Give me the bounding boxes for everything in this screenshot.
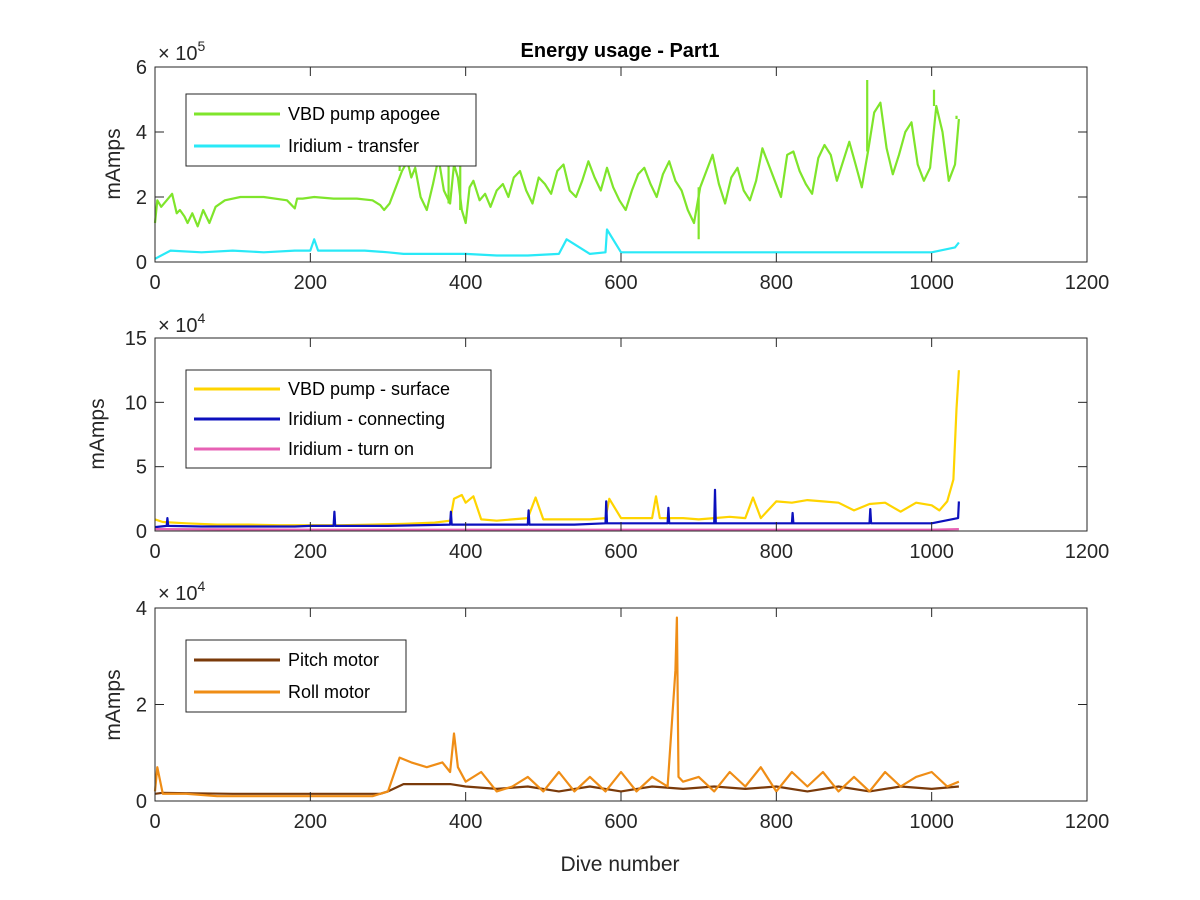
y-axis-label: mAmps	[86, 398, 109, 469]
series-line-vbd-pump-surface	[154, 370, 960, 527]
legend-box	[185, 93, 477, 167]
legend-label-vbd-pump-surface: VBD pump - surface	[288, 379, 450, 399]
series-line-iridium-turn-on	[154, 527, 959, 531]
series-line-iridium-connecting	[154, 488, 960, 529]
y-axis-label: mAmps	[102, 128, 125, 199]
y-tick-label: 2	[136, 187, 147, 209]
x-tick-label: 1200	[1065, 811, 1110, 833]
series-group	[153, 80, 960, 260]
y-exponent-label: × 104	[158, 578, 205, 605]
x-tick-label: 800	[760, 272, 793, 294]
legend-box	[185, 639, 407, 713]
series-line-roll-motor	[153, 616, 960, 798]
x-tick-label: 400	[449, 811, 482, 833]
legend-label-iridium-connecting: Iridium - connecting	[288, 409, 445, 429]
y-tick-label: 15	[125, 328, 147, 350]
series-line-vbd-pump-apogee	[153, 101, 960, 228]
y-tick-label: 10	[125, 392, 147, 414]
x-tick-label: 600	[604, 811, 637, 833]
x-tick-label: 0	[149, 811, 160, 833]
series-group	[153, 616, 960, 798]
legend-label-pitch-motor: Pitch motor	[288, 650, 379, 670]
x-axis-label: Dive number	[560, 853, 679, 876]
legend: VBD pump - surface Iridium - connecting Ir…	[185, 369, 492, 469]
chart-title: Energy usage - Part1	[521, 40, 720, 62]
legend: Pitch motor Roll motor	[185, 639, 407, 713]
x-tick-label: 0	[149, 541, 160, 563]
x-tick-label: 1200	[1065, 272, 1110, 294]
legend-label-iridium-turn-on: Iridium - turn on	[288, 439, 414, 459]
subplot-vbd-surface-iridium-connecting: × 104 mAmps 0 200 400 600 800 1000 1200 0 5 10 15 V…	[86, 310, 1109, 563]
x-tick-label: 400	[449, 541, 482, 563]
series-line-pitch-motor	[154, 782, 959, 795]
y-tick-label: 0	[136, 252, 147, 274]
y-tick-label: 6	[136, 57, 147, 79]
series-line-iridium-transfer	[154, 228, 960, 260]
x-tick-label: 600	[604, 272, 637, 294]
x-tick-label: 200	[294, 541, 327, 563]
x-tick-label: 1200	[1065, 541, 1110, 563]
x-tick-label: 0	[149, 272, 160, 294]
x-tick-label: 1000	[909, 811, 954, 833]
x-tick-label: 1000	[909, 272, 954, 294]
subplot-pitch-roll-motor: × 104 mAmps Dive number 0 200 400 600 800 100…	[102, 578, 1109, 876]
y-tick-label: 5	[136, 457, 147, 479]
legend-label-vbd-pump-apogee: VBD pump apogee	[288, 104, 440, 124]
y-axis-label: mAmps	[102, 669, 125, 740]
x-tick-label: 400	[449, 272, 482, 294]
y-tick-label: 4	[136, 598, 147, 620]
y-exponent-label: × 105	[158, 38, 205, 65]
y-tick-label: 4	[136, 122, 147, 144]
x-tick-label: 600	[604, 541, 637, 563]
y-tick-label: 0	[136, 791, 147, 813]
x-tick-label: 800	[760, 811, 793, 833]
x-tick-label: 800	[760, 541, 793, 563]
legend-label-iridium-transfer: Iridium - transfer	[288, 136, 419, 156]
x-tick-label: 200	[294, 811, 327, 833]
y-tick-label: 2	[136, 695, 147, 717]
y-tick-label: 0	[136, 521, 147, 543]
y-exponent-label: × 104	[158, 310, 205, 337]
subplot-vbd-apogee-iridium-transfer: Energy usage - Part1 × 105 mAmps 0 200 400…	[102, 38, 1109, 294]
legend: VBD pump apogee Iridium - transfer	[185, 93, 477, 167]
legend-label-roll-motor: Roll motor	[288, 682, 370, 702]
x-tick-label: 1000	[909, 541, 954, 563]
x-tick-label: 200	[294, 272, 327, 294]
